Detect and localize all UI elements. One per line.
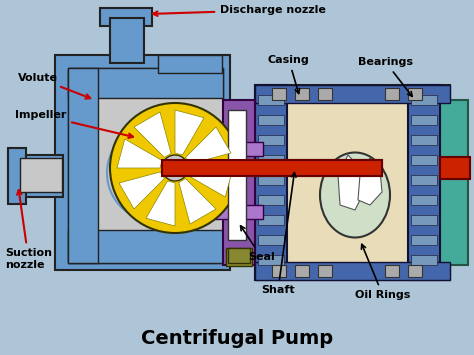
Bar (258, 115, 284, 125)
Bar (68, 68, 98, 263)
Bar (411, 155, 437, 165)
Bar (68, 68, 223, 263)
Bar (8, 155, 63, 197)
Bar (255, 85, 287, 280)
Bar (408, 85, 440, 280)
Bar (408, 265, 422, 277)
Polygon shape (338, 155, 365, 210)
Bar (8, 148, 26, 204)
Bar (385, 88, 399, 100)
Bar (411, 135, 437, 145)
Polygon shape (179, 179, 216, 224)
Bar (215, 205, 263, 219)
Bar (100, 8, 152, 26)
Bar (272, 88, 286, 100)
Text: Seal: Seal (241, 226, 275, 262)
Bar (226, 248, 252, 266)
Bar (258, 155, 284, 165)
Bar (215, 142, 263, 156)
Bar (440, 157, 470, 179)
Bar (411, 235, 437, 245)
Text: Casing: Casing (268, 55, 310, 94)
Bar (255, 85, 450, 280)
Bar (228, 110, 246, 240)
Bar (255, 85, 450, 103)
Bar (258, 175, 284, 185)
Text: Shaft: Shaft (261, 173, 296, 295)
Circle shape (162, 155, 188, 181)
Bar (411, 175, 437, 185)
Bar (385, 265, 399, 277)
Text: Impeller: Impeller (15, 110, 133, 138)
Bar (318, 265, 332, 277)
Bar (255, 262, 450, 280)
Polygon shape (146, 181, 175, 226)
Bar (295, 265, 309, 277)
Bar (258, 215, 284, 225)
Polygon shape (117, 139, 162, 168)
Bar (68, 230, 223, 263)
Text: Bearings: Bearings (358, 57, 413, 96)
Text: Volute: Volute (18, 73, 90, 99)
Bar (295, 88, 309, 100)
Bar (158, 55, 222, 73)
Bar (272, 265, 286, 277)
Circle shape (107, 125, 203, 221)
Polygon shape (175, 110, 204, 155)
Bar (318, 88, 332, 100)
Bar (440, 100, 468, 265)
Bar (110, 18, 144, 63)
Bar (411, 255, 437, 265)
Polygon shape (134, 112, 171, 157)
Bar (411, 195, 437, 205)
Polygon shape (358, 158, 382, 205)
Bar (20, 158, 62, 192)
Text: Discharge nozzle: Discharge nozzle (153, 5, 326, 16)
Bar (411, 95, 437, 105)
Bar (258, 135, 284, 145)
Bar (258, 255, 284, 265)
Bar (162, 160, 382, 176)
Bar (228, 248, 250, 263)
Bar (411, 115, 437, 125)
Polygon shape (188, 168, 233, 197)
Bar (258, 235, 284, 245)
Text: Oil Rings: Oil Rings (355, 244, 410, 300)
Polygon shape (186, 127, 231, 164)
Bar (258, 95, 284, 105)
Text: Centrifugal Pump: Centrifugal Pump (141, 329, 333, 348)
Bar (411, 215, 437, 225)
Polygon shape (119, 172, 164, 209)
Bar (162, 160, 382, 176)
Bar (408, 88, 422, 100)
Bar (223, 100, 255, 265)
Text: Suction
nozzle: Suction nozzle (5, 190, 52, 269)
Bar (268, 98, 438, 268)
Bar (55, 55, 230, 270)
Bar (68, 68, 223, 98)
Ellipse shape (320, 153, 390, 237)
Bar (258, 195, 284, 205)
Circle shape (110, 103, 240, 233)
